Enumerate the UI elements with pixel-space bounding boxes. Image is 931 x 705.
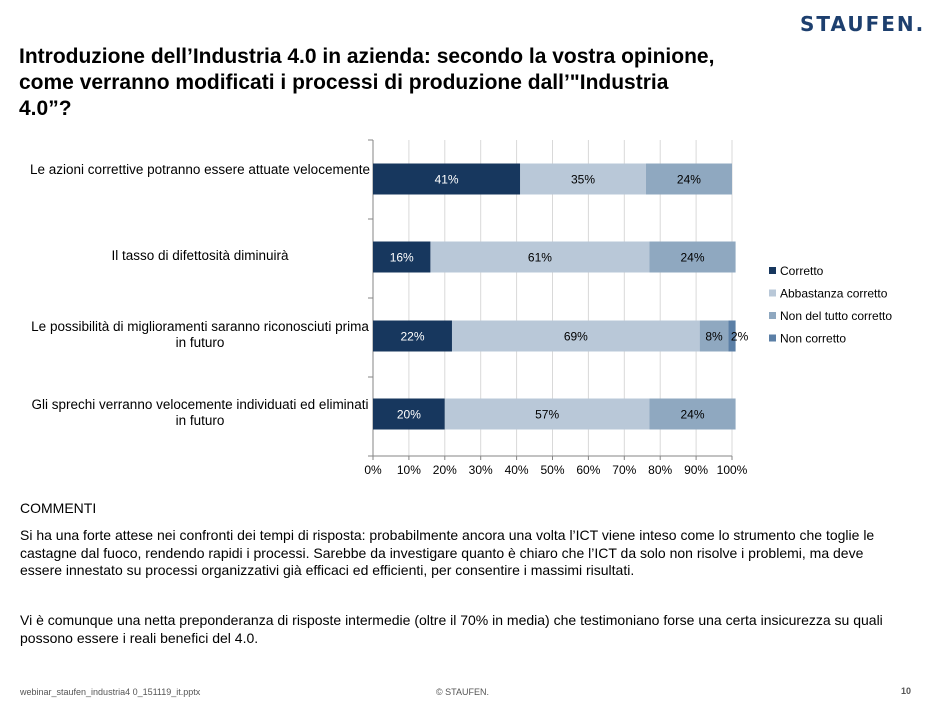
data-label: 2% [731, 330, 749, 344]
legend-swatch [769, 334, 776, 342]
category-label: Gli sprechi verranno velocemente individ… [31, 397, 369, 428]
bar-segment [645, 163, 732, 195]
bar-segment [649, 398, 736, 430]
bar-segment [373, 163, 521, 195]
bar-segment [444, 398, 650, 430]
legend-swatch [769, 267, 776, 274]
bar-segment [649, 241, 736, 273]
x-tick-label: 20% [433, 463, 457, 477]
data-label: 22% [400, 330, 424, 344]
category-label: Le possibilità di miglioramenti saranno … [31, 319, 369, 350]
bar-segment [451, 320, 700, 352]
bar-segment [430, 241, 650, 273]
x-tick-label: 70% [612, 463, 636, 477]
page-number: 10 [901, 686, 912, 696]
legend-swatch [769, 312, 776, 319]
legend-label: Abbastanza corretto [780, 287, 888, 301]
bar-segment [728, 320, 736, 352]
bar-segment [373, 398, 445, 430]
footer-copyright: © STAUFEN. [436, 687, 489, 697]
x-tick-label: 60% [576, 463, 600, 477]
data-label: 24% [677, 173, 701, 187]
bar-segment [373, 320, 452, 352]
comments-heading: COMMENTI [20, 500, 97, 516]
bar-segment [520, 163, 646, 195]
category-label: Le azioni correttive potranno essere att… [30, 162, 370, 177]
legend-label: Corretto [780, 264, 824, 278]
bar-segment [373, 241, 431, 273]
x-tick-label: 10% [397, 463, 421, 477]
x-tick-label: 30% [469, 463, 493, 477]
category-label: Il tasso di difettosità diminuirà [111, 248, 289, 263]
x-tick-label: 0% [364, 463, 382, 477]
legend-label: Non del tutto corretto [780, 309, 892, 323]
staufen-logo: STAUFEN. [800, 12, 926, 36]
data-label: 8% [705, 330, 723, 344]
data-label: 20% [397, 408, 421, 422]
x-tick-label: 40% [505, 463, 529, 477]
x-tick-label: 100% [717, 463, 748, 477]
data-label: 69% [564, 330, 588, 344]
data-label: 24% [680, 251, 704, 265]
x-tick-label: 80% [648, 463, 672, 477]
data-label: 24% [680, 408, 704, 422]
data-label: 61% [528, 251, 552, 265]
x-tick-label: 90% [684, 463, 708, 477]
comment-paragraph: Vi è comunque una netta preponderanza di… [20, 612, 883, 646]
x-tick-label: 50% [540, 463, 564, 477]
data-label: 35% [571, 173, 595, 187]
data-label: 16% [390, 251, 414, 265]
comment-paragraph: Si ha una forte attese nei confronti dei… [20, 527, 875, 578]
footer-filename: webinar_staufen_industria4 0_151119_it.p… [20, 687, 201, 697]
data-label: 57% [535, 408, 559, 422]
legend-swatch [769, 289, 776, 297]
slide-title: Introduzione dell’Industria 4.0 in azien… [19, 45, 715, 120]
legend-label: Non corretto [780, 332, 846, 346]
bar-segment [699, 320, 729, 352]
stacked-bar-chart: 0% 10% 20% 30% 40% 50% 60% 70% 80% 90% 100% 41% 35% 2… [364, 139, 892, 477]
data-label: 41% [435, 173, 459, 187]
